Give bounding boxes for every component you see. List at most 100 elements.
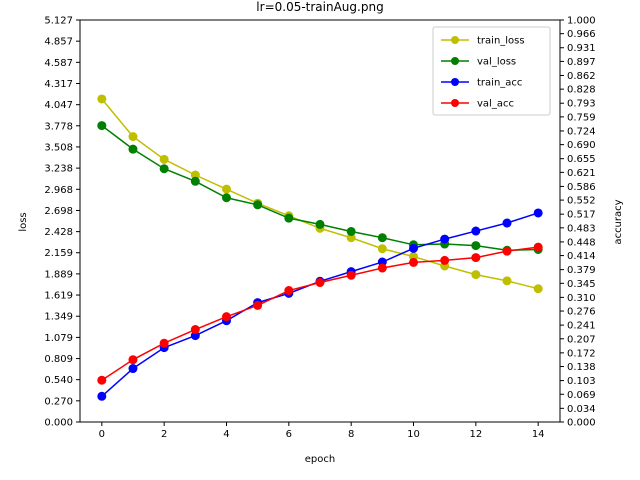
series-val-acc (97, 242, 543, 385)
y-tick-label: 1.889 (44, 269, 73, 280)
x-tick-label: 4 (223, 429, 229, 440)
y-tick-label: 0.000 (44, 418, 73, 429)
y2-tick-label: 0.759 (567, 112, 596, 123)
data-point (533, 284, 543, 294)
legend-label: train_acc (477, 78, 522, 89)
y-axis-accuracy: 0.000 0.034 0.069 0.103 0.138 0.172 0.207 0.241… (560, 16, 596, 429)
y2-tick-label: 0.897 (567, 57, 596, 68)
y2-tick-label: 0.276 (567, 307, 596, 318)
x-axis: 0 2 4 6 8 10 12 14 (99, 422, 545, 440)
legend-box (432, 26, 551, 116)
y2-tick-label: 0.931 (567, 43, 596, 54)
y-tick-label: 0.540 (44, 375, 73, 386)
series-line (101, 246, 539, 381)
legend-item: val_loss (441, 57, 516, 68)
y2-tick-label: 0.862 (567, 71, 596, 82)
chart-title: lr=0.05-trainAug.png (256, 0, 383, 14)
y2-tick-label: 0.414 (567, 251, 596, 262)
data-point (284, 286, 294, 296)
y2-tick-label: 0.828 (567, 85, 596, 96)
legend-item: val_acc (441, 99, 514, 110)
legend-label: train_loss (477, 36, 525, 47)
y2-tick-label: 0.103 (567, 376, 596, 387)
x-tick-label: 6 (286, 429, 292, 440)
data-point (315, 278, 325, 288)
y2-tick-label: 0.586 (567, 182, 596, 193)
y2-axis-label: accuracy (613, 199, 624, 244)
data-point (221, 184, 231, 194)
y-axis-label: loss (18, 212, 29, 231)
y-tick-label: 4.587 (44, 58, 73, 69)
y-tick-label: 0.809 (44, 354, 73, 365)
x-tick-label: 8 (348, 429, 354, 440)
data-point (502, 246, 512, 256)
y-tick-label: 2.159 (44, 248, 73, 259)
y2-tick-label: 0.793 (567, 99, 596, 110)
data-point (471, 253, 481, 263)
data-point (409, 243, 419, 253)
y-tick-label: 2.968 (44, 185, 73, 196)
y-tick-label: 4.047 (44, 100, 73, 111)
data-point (97, 94, 107, 104)
y-tick-label: 1.619 (44, 291, 73, 302)
x-tick-label: 14 (532, 429, 545, 440)
data-point (377, 244, 387, 254)
data-point (346, 270, 356, 280)
data-point (190, 325, 200, 335)
data-point (471, 241, 481, 251)
data-point (190, 176, 200, 186)
y-tick-label: 4.857 (44, 37, 73, 48)
data-point (346, 226, 356, 236)
legend-item: train_acc (441, 78, 522, 89)
data-point (128, 364, 138, 374)
y2-tick-label: 0.448 (567, 237, 596, 248)
legend-label: val_acc (477, 99, 514, 110)
data-point (502, 276, 512, 286)
data-point (440, 255, 450, 265)
data-point (128, 355, 138, 365)
y2-tick-label: 0.690 (567, 140, 596, 151)
y-tick-label: 3.778 (44, 121, 73, 132)
series-line (101, 212, 539, 397)
data-point (97, 375, 107, 385)
y-tick-label: 1.079 (44, 333, 73, 344)
plot-frame (79, 19, 561, 423)
x-axis-label: epoch (305, 454, 335, 465)
data-point (440, 234, 450, 244)
data-point (315, 219, 325, 229)
data-point (221, 312, 231, 322)
y2-tick-label: 0.034 (567, 404, 596, 415)
x-tick-label: 2 (161, 429, 167, 440)
y2-tick-label: 0.345 (567, 279, 596, 290)
y-tick-label: 3.508 (44, 142, 73, 153)
y-axis-loss: 0.000 0.270 0.540 0.809 1.079 1.349 1.619 1.889… (44, 16, 80, 429)
data-point (471, 270, 481, 280)
data-point (128, 144, 138, 154)
data-point (97, 121, 107, 131)
y2-tick-label: 0.621 (567, 168, 596, 179)
data-point (377, 263, 387, 273)
data-point (533, 242, 543, 252)
y-tick-label: 1.349 (44, 312, 73, 323)
y2-tick-label: 0.517 (567, 210, 596, 221)
data-point (409, 257, 419, 267)
y2-tick-label: 0.966 (567, 29, 596, 40)
data-point (159, 164, 169, 174)
data-point (159, 154, 169, 164)
y2-tick-label: 0.655 (567, 154, 596, 165)
y-tick-label: 3.238 (44, 164, 73, 175)
y2-tick-label: 0.069 (567, 390, 596, 401)
data-point (284, 213, 294, 223)
y-tick-label: 0.270 (44, 396, 73, 407)
legend-swatch-marker (451, 36, 459, 44)
legend-swatch-marker (451, 78, 459, 86)
data-point (377, 233, 387, 243)
x-tick-label: 12 (469, 429, 482, 440)
plot-border (79, 19, 561, 423)
data-point (533, 208, 543, 218)
y2-tick-label: 0.310 (567, 293, 596, 304)
x-tick-label: 10 (407, 429, 420, 440)
y2-tick-label: 0.724 (567, 126, 596, 137)
y-tick-label: 4.317 (44, 79, 73, 90)
